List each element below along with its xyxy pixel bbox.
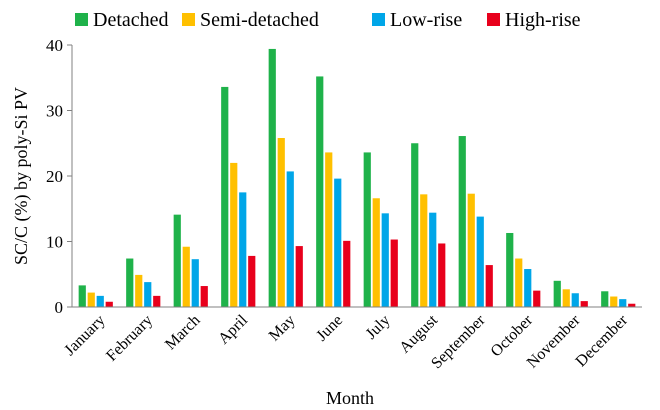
x-tick-label: February — [103, 312, 156, 365]
x-tick-label: April — [215, 311, 251, 347]
legend-label-high-rise: High-rise — [505, 9, 581, 31]
y-axis-ticks: 0 10 20 30 40 — [46, 36, 72, 317]
x-tick-label: November — [524, 311, 584, 371]
bar-semi-detached-october — [515, 258, 523, 307]
bar-detached-january — [78, 285, 86, 307]
bar-semi-detached-march — [182, 246, 190, 307]
bar-detached-february — [126, 258, 134, 307]
legend-swatch-low-rise — [372, 13, 385, 26]
bar-detached-december — [601, 291, 609, 307]
x-tick-label: December — [573, 311, 632, 370]
bar-low-rise-december — [619, 299, 627, 307]
bar-high-rise-may — [295, 246, 303, 307]
bar-high-rise-june — [343, 240, 351, 307]
bar-semi-detached-june — [325, 152, 333, 307]
legend-swatch-detached — [75, 13, 88, 26]
legend-label-detached: Detached — [93, 9, 169, 31]
bar-semi-detached-february — [135, 274, 143, 307]
y-axis-title: SC/C (%) by poly-Si PV — [11, 87, 32, 265]
bar-detached-june — [316, 76, 324, 307]
bar-low-rise-june — [334, 178, 342, 307]
bar-low-rise-october — [524, 269, 532, 307]
bar-low-rise-september — [476, 216, 484, 307]
bars — [78, 48, 636, 308]
x-tick-label: March — [162, 312, 204, 354]
bar-low-rise-may — [286, 171, 294, 307]
y-tick-label: 30 — [46, 102, 63, 121]
y-tick-label: 20 — [46, 167, 63, 186]
bar-detached-may — [268, 48, 276, 308]
y-tick-label: 0 — [55, 298, 64, 317]
bar-detached-october — [506, 232, 514, 307]
bar-high-rise-april — [248, 255, 256, 307]
bar-high-rise-november — [580, 301, 588, 307]
legend: Detached Semi-detached Low-rise High-rise — [75, 9, 581, 31]
x-axis-title: Month — [326, 388, 374, 408]
bar-semi-detached-may — [277, 138, 285, 307]
bar-low-rise-january — [96, 295, 104, 307]
bar-high-rise-august — [438, 243, 446, 307]
x-tick-label: July — [363, 312, 394, 343]
bar-semi-detached-august — [420, 194, 428, 307]
bar-low-rise-november — [571, 293, 579, 307]
x-tick-label: January — [61, 312, 108, 359]
bar-high-rise-february — [153, 295, 161, 307]
legend-label-low-rise: Low-rise — [390, 9, 462, 31]
x-tick-label: June — [313, 312, 346, 345]
bar-detached-august — [411, 143, 419, 307]
bar-high-rise-march — [200, 286, 208, 307]
bar-semi-detached-april — [230, 162, 238, 307]
legend-swatch-high-rise — [487, 13, 500, 26]
bar-high-rise-july — [390, 239, 398, 307]
x-tick-label: August — [396, 311, 441, 356]
bar-low-rise-february — [144, 282, 152, 307]
bar-low-rise-august — [429, 212, 437, 307]
bar-detached-november — [553, 280, 561, 307]
bar-low-rise-july — [381, 213, 389, 307]
bar-detached-september — [458, 136, 466, 307]
bar-high-rise-december — [628, 303, 636, 307]
bar-semi-detached-september — [467, 193, 475, 307]
bar-detached-july — [363, 152, 371, 307]
bar-high-rise-october — [533, 290, 541, 308]
bar-semi-detached-november — [562, 289, 570, 307]
x-tick-label: May — [266, 312, 299, 345]
bar-semi-detached-july — [372, 198, 380, 307]
bar-high-rise-january — [105, 301, 113, 307]
bar-detached-march — [173, 214, 181, 307]
bar-semi-detached-december — [610, 296, 618, 307]
bar-detached-april — [221, 86, 229, 307]
bar-low-rise-march — [191, 259, 199, 307]
bar-low-rise-april — [239, 192, 247, 308]
bar-semi-detached-january — [87, 292, 95, 307]
legend-label-semi-detached: Semi-detached — [200, 9, 319, 31]
bar-high-rise-september — [485, 265, 493, 307]
y-tick-label: 10 — [46, 233, 63, 252]
y-tick-label: 40 — [46, 36, 63, 55]
legend-swatch-semi-detached — [182, 13, 195, 26]
